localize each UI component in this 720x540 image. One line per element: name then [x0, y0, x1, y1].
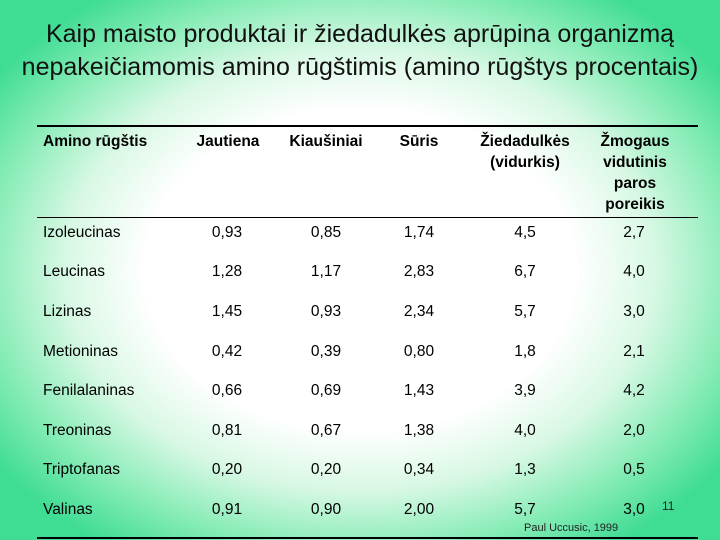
eggs-value: 0,69 — [310, 382, 342, 399]
amino-acid-name: Lizinas — [43, 303, 92, 320]
header-amino-acid: Amino rūgštis — [43, 133, 148, 150]
table-row: Izoleucinas 0,93 0,85 1,74 4,5 2,7 — [0, 221, 720, 245]
beef-value: 0,93 — [211, 224, 243, 241]
table-bottom-rule — [37, 537, 698, 539]
pollen-value: 1,8 — [514, 343, 536, 360]
amino-acid-name: Valinas — [43, 501, 93, 518]
header-pollen: Žiedadulkės (vidurkis) — [480, 133, 570, 171]
eggs-value: 0,90 — [310, 501, 342, 518]
cheese-value: 2,83 — [403, 263, 435, 280]
amino-acid-name: Treoninas — [43, 422, 112, 439]
header-beef: Jautiena — [196, 133, 260, 150]
table-header-rule — [37, 217, 698, 218]
amino-acid-name: Leucinas — [43, 263, 106, 280]
amino-acid-name: Metioninas — [43, 343, 118, 360]
daily-need-value: 0,5 — [623, 461, 645, 478]
eggs-value: 0,67 — [310, 422, 342, 439]
daily-need-value: 2,0 — [623, 422, 645, 439]
slide-title: Kaip maisto produktai ir žiedadulkės apr… — [21, 20, 699, 81]
header-eggs: Kiaušiniai — [289, 133, 363, 150]
daily-need-value: 3,0 — [623, 303, 645, 320]
amino-acid-name: Fenilalaninas — [43, 382, 135, 399]
table-row: Valinas 0,91 0,90 2,00 5,7 3,0 — [0, 498, 720, 522]
eggs-value: 0,93 — [310, 303, 342, 320]
daily-need-value: 4,0 — [623, 263, 645, 280]
daily-need-value: 2,1 — [623, 343, 645, 360]
amino-acid-name: Triptofanas — [43, 461, 120, 478]
beef-value: 0,20 — [211, 461, 243, 478]
table-row: Lizinas 1,45 0,93 2,34 5,7 3,0 — [0, 300, 720, 324]
beef-value: 0,42 — [211, 343, 243, 360]
pollen-value: 5,7 — [514, 501, 536, 518]
table-row: Metioninas 0,42 0,39 0,80 1,8 2,1 — [0, 340, 720, 364]
pollen-value: 4,0 — [514, 422, 536, 439]
table-row: Leucinas 1,28 1,17 2,83 6,7 4,0 — [0, 260, 720, 284]
daily-need-value: 2,7 — [623, 224, 645, 241]
table-row: Triptofanas 0,20 0,20 0,34 1,3 0,5 — [0, 458, 720, 482]
table-row: Treoninas 0,81 0,67 1,38 4,0 2,0 — [0, 419, 720, 443]
table-top-rule — [37, 125, 698, 127]
cheese-value: 1,43 — [403, 382, 435, 399]
daily-need-value: 4,2 — [623, 382, 645, 399]
pollen-value: 1,3 — [514, 461, 536, 478]
cheese-value: 2,00 — [403, 501, 435, 518]
cheese-value: 1,38 — [403, 422, 435, 439]
table-row: Fenilalaninas 0,66 0,69 1,43 3,9 4,2 — [0, 379, 720, 403]
pollen-value: 3,9 — [514, 382, 536, 399]
page-number: 11 — [662, 499, 675, 513]
cheese-value: 0,34 — [403, 461, 435, 478]
cheese-value: 0,80 — [403, 343, 435, 360]
pollen-value: 5,7 — [514, 303, 536, 320]
eggs-value: 1,17 — [310, 263, 342, 280]
beef-value: 0,81 — [211, 422, 243, 439]
amino-acid-name: Izoleucinas — [43, 224, 121, 241]
header-daily-need: Žmogaus vidutinis paros poreikis — [600, 133, 670, 213]
pollen-value: 4,5 — [514, 224, 536, 241]
beef-value: 0,91 — [211, 501, 243, 518]
beef-value: 0,66 — [211, 382, 243, 399]
header-cheese: Sūris — [399, 133, 439, 150]
cheese-value: 2,34 — [403, 303, 435, 320]
source-citation: Paul Uccusic, 1999 — [524, 522, 619, 534]
daily-need-value: 3,0 — [623, 501, 645, 518]
eggs-value: 0,85 — [310, 224, 342, 241]
pollen-value: 6,7 — [514, 263, 536, 280]
beef-value: 1,28 — [211, 263, 243, 280]
beef-value: 1,45 — [211, 303, 243, 320]
eggs-value: 0,39 — [310, 343, 342, 360]
cheese-value: 1,74 — [403, 224, 435, 241]
eggs-value: 0,20 — [310, 461, 342, 478]
